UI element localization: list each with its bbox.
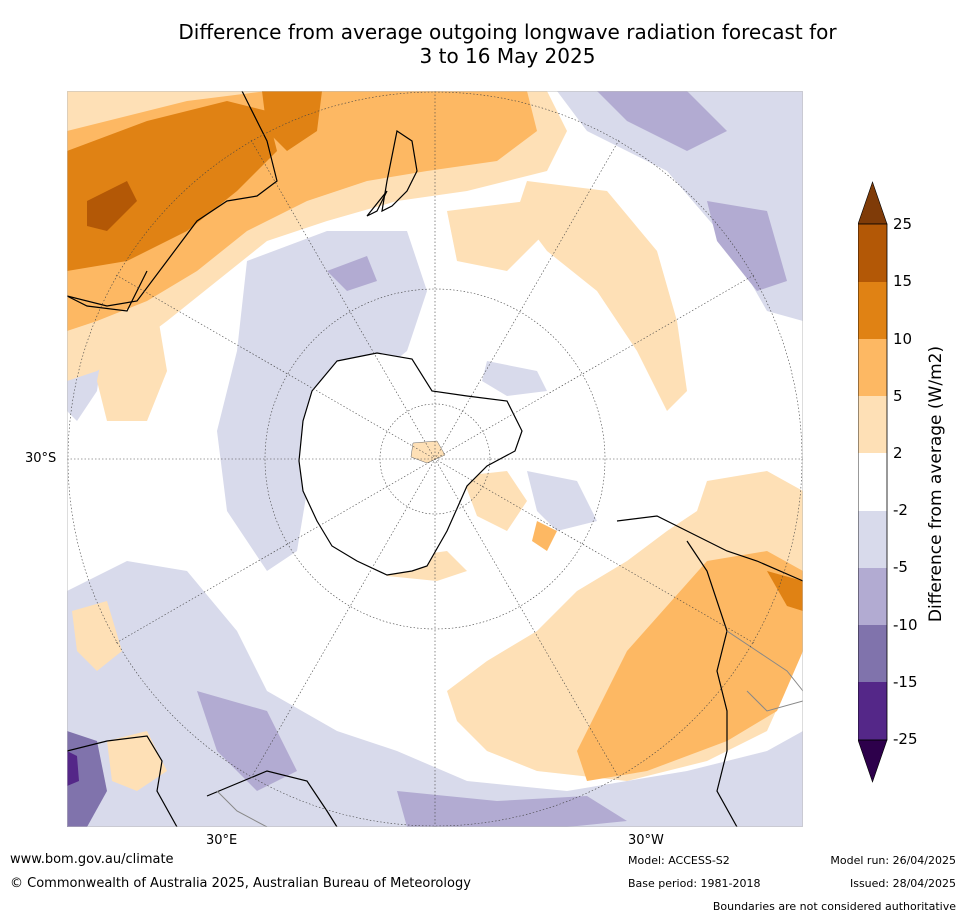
website-link[interactable]: www.bom.gov.au/climate bbox=[10, 852, 174, 867]
colorbar-tick-m10: -10 bbox=[893, 616, 918, 634]
colorbar-class-10-15 bbox=[858, 282, 887, 339]
boundary-lines bbox=[216, 630, 803, 827]
copyright-text: © Commonwealth of Australia 2025, Austra… bbox=[10, 876, 471, 891]
colorbar-tick-5: 5 bbox=[893, 387, 903, 405]
title-line-1: Difference from average outgoing longwav… bbox=[178, 20, 837, 44]
graticule bbox=[67, 91, 803, 827]
issued-date: Issued: 28/04/2025 bbox=[849, 877, 956, 890]
antarctica-outline bbox=[298, 352, 523, 576]
colorbar-top-triangle bbox=[858, 181, 888, 225]
lon-label-west: 30°W bbox=[628, 833, 664, 848]
map-canvas bbox=[67, 91, 803, 827]
colorbar-tick-m2: -2 bbox=[893, 501, 908, 519]
colorbar-class-15-25 bbox=[858, 224, 887, 282]
positive-anomaly-regions bbox=[67, 91, 803, 791]
colorbar-class-5-10 bbox=[858, 339, 887, 396]
colorbar-class-m2-m5 bbox=[858, 511, 887, 568]
colorbar-class-neutral bbox=[858, 453, 887, 511]
colorbar-label: Difference from average (W/m2) bbox=[926, 345, 946, 623]
model-run-date: Model run: 26/04/2025 bbox=[830, 854, 956, 867]
title-line-2: 3 to 16 May 2025 bbox=[419, 44, 596, 68]
colorbar-tick-m25: -25 bbox=[893, 730, 918, 748]
polar-map bbox=[67, 91, 803, 827]
colorbar-class-2-5 bbox=[858, 396, 887, 453]
colorbar-class-m5-m10 bbox=[858, 568, 887, 625]
colorbar bbox=[858, 181, 888, 783]
colorbar-class-m10-m15 bbox=[858, 625, 887, 682]
lon-label-east: 30°E bbox=[206, 833, 238, 848]
colorbar-tick-25: 25 bbox=[893, 215, 913, 233]
base-period: Base period: 1981-2018 bbox=[628, 877, 761, 890]
colorbar-tick-10: 10 bbox=[893, 330, 913, 348]
boundary-disclaimer: Boundaries are not considered authoritat… bbox=[712, 900, 956, 913]
colorbar-tick-m15: -15 bbox=[893, 673, 918, 691]
colorbar-tick-m5: -5 bbox=[893, 558, 908, 576]
colorbar-class-m15-m25 bbox=[858, 682, 887, 740]
colorbar-tick-15: 15 bbox=[893, 272, 913, 290]
model-name: Model: ACCESS-S2 bbox=[628, 854, 730, 867]
map-title: Difference from average outgoing longwav… bbox=[0, 20, 965, 68]
lat-label: 30°S bbox=[25, 451, 57, 466]
coastlines bbox=[67, 91, 803, 827]
colorbar-bottom-triangle bbox=[858, 739, 888, 783]
colorbar-tick-2: 2 bbox=[893, 444, 903, 462]
